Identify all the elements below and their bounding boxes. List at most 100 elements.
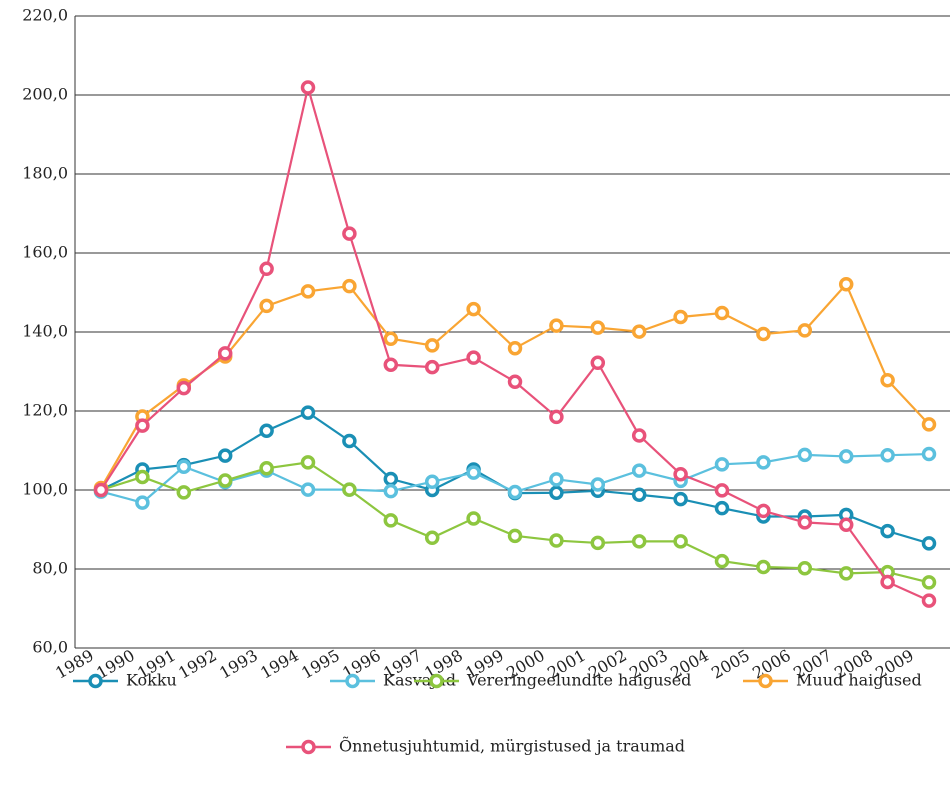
data-point bbox=[507, 374, 523, 390]
data-point bbox=[714, 500, 730, 516]
x-tick-label: 2005 bbox=[708, 646, 753, 683]
legend-marker bbox=[88, 673, 103, 689]
data-point bbox=[921, 593, 937, 608]
y-tick-label: 160,0 bbox=[22, 243, 68, 262]
data-point bbox=[631, 324, 647, 339]
data-point bbox=[631, 534, 647, 549]
data-point bbox=[880, 372, 895, 388]
data-point bbox=[466, 465, 481, 480]
data-point bbox=[259, 423, 274, 438]
data-point bbox=[300, 482, 316, 497]
data-point bbox=[631, 463, 647, 478]
legend-label: Õnnetusjuhtumid, mürgistused ja traumad bbox=[339, 736, 685, 756]
y-tick-label: 180,0 bbox=[22, 164, 68, 183]
data-point bbox=[921, 575, 937, 590]
data-point bbox=[507, 484, 523, 500]
data-point bbox=[135, 469, 150, 485]
y-tick-label: 60,0 bbox=[32, 638, 68, 657]
data-point bbox=[217, 473, 233, 488]
y-tick-label: 220,0 bbox=[22, 6, 68, 25]
data-point bbox=[466, 350, 481, 365]
data-point bbox=[631, 428, 647, 443]
data-point bbox=[838, 517, 854, 533]
data-point bbox=[590, 355, 606, 371]
data-point bbox=[176, 485, 192, 500]
legend-marker bbox=[758, 673, 773, 689]
data-point bbox=[673, 466, 688, 482]
data-point bbox=[880, 574, 895, 590]
data-point bbox=[383, 471, 399, 487]
legend-marker bbox=[345, 673, 360, 689]
data-point bbox=[507, 528, 523, 544]
data-point bbox=[714, 483, 730, 498]
data-point bbox=[217, 448, 233, 463]
data-point bbox=[300, 80, 316, 95]
y-tick-label: 120,0 bbox=[22, 401, 68, 420]
data-point bbox=[217, 346, 233, 361]
data-point bbox=[714, 553, 730, 569]
data-point bbox=[93, 482, 109, 498]
data-point bbox=[880, 447, 895, 463]
legend-marker bbox=[301, 739, 316, 755]
data-point bbox=[259, 298, 274, 314]
data-point bbox=[549, 533, 564, 548]
data-point bbox=[838, 449, 854, 464]
data-point bbox=[383, 513, 399, 528]
data-point bbox=[756, 503, 771, 519]
legend-label: Vereringeelundite haigused bbox=[466, 671, 691, 690]
data-point bbox=[714, 457, 730, 472]
data-point bbox=[673, 534, 688, 549]
data-point bbox=[259, 261, 274, 277]
data-point bbox=[424, 530, 440, 546]
data-point bbox=[590, 320, 606, 335]
data-point bbox=[880, 523, 895, 539]
data-point bbox=[176, 459, 192, 474]
data-point bbox=[797, 447, 813, 463]
data-point bbox=[135, 418, 150, 433]
data-point bbox=[838, 566, 854, 581]
data-point bbox=[342, 278, 357, 294]
data-point bbox=[590, 477, 606, 492]
data-point bbox=[631, 487, 647, 502]
data-point bbox=[342, 482, 357, 497]
data-point bbox=[549, 318, 564, 333]
y-tick-label: 80,0 bbox=[32, 559, 68, 578]
data-point bbox=[424, 474, 440, 489]
legend-marker bbox=[429, 673, 444, 689]
data-point bbox=[921, 536, 937, 551]
data-point bbox=[424, 338, 440, 353]
data-point bbox=[797, 323, 813, 338]
data-point bbox=[176, 380, 192, 396]
data-point bbox=[673, 491, 688, 507]
data-point bbox=[921, 417, 937, 432]
data-point bbox=[797, 515, 813, 530]
y-tick-label: 200,0 bbox=[22, 85, 68, 104]
data-point bbox=[838, 276, 854, 292]
data-point bbox=[549, 485, 564, 501]
data-point bbox=[797, 560, 813, 576]
data-point bbox=[756, 455, 771, 470]
data-point bbox=[549, 472, 564, 487]
data-point bbox=[756, 326, 771, 342]
legend-label: Muud haigused bbox=[796, 671, 922, 690]
x-tick-label: 1992 bbox=[175, 646, 220, 683]
data-point bbox=[714, 305, 730, 321]
data-point bbox=[673, 309, 688, 325]
data-point bbox=[921, 446, 937, 462]
data-point bbox=[342, 433, 357, 449]
x-tick-label: 1996 bbox=[339, 646, 384, 683]
data-point bbox=[466, 511, 481, 526]
legend-label: Kokku bbox=[126, 671, 177, 690]
data-point bbox=[300, 284, 316, 299]
y-tick-label: 140,0 bbox=[22, 322, 68, 341]
y-tick-label: 100,0 bbox=[22, 480, 68, 499]
data-point bbox=[135, 495, 150, 510]
data-point bbox=[756, 559, 771, 575]
data-point bbox=[300, 405, 316, 420]
data-point bbox=[300, 455, 316, 470]
data-point bbox=[342, 226, 357, 241]
data-point bbox=[383, 357, 399, 373]
data-point bbox=[507, 340, 523, 356]
data-point bbox=[383, 331, 399, 346]
